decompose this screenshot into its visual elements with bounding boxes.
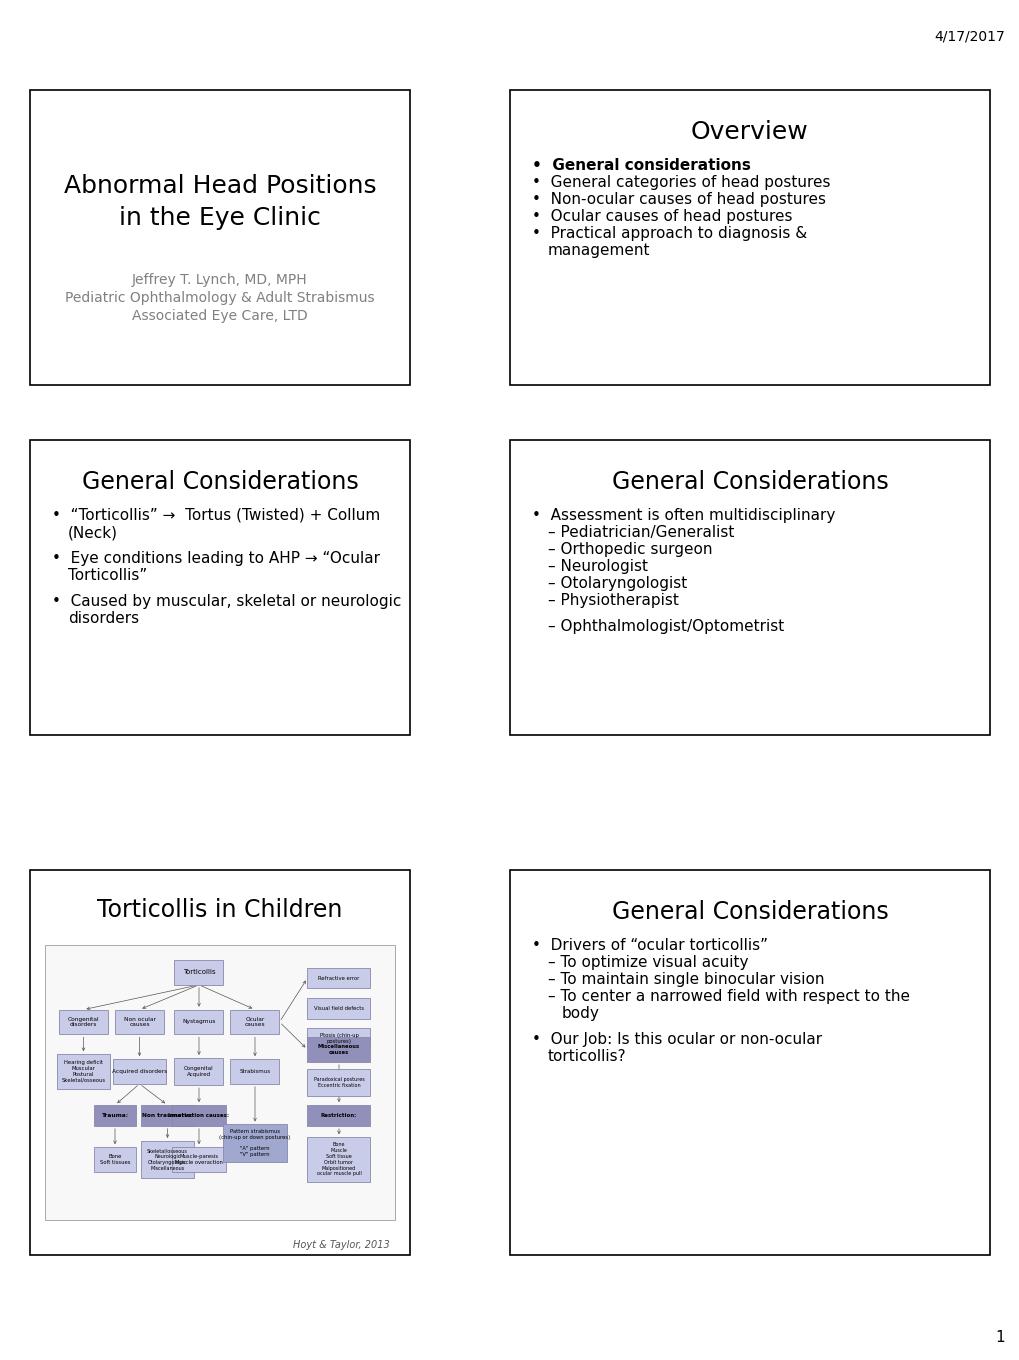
Bar [307,968,370,989]
Text: Bone
Soft tissues: Bone Soft tissues [100,1155,130,1166]
Text: – Otolaryngologist: – Otolaryngologist [547,577,687,592]
Text: (Neck): (Neck) [68,525,118,540]
Text: torticollis?: torticollis? [547,1049,626,1064]
Text: – To center a narrowed field with respect to the: – To center a narrowed field with respec… [547,989,909,1004]
Text: management: management [547,243,650,258]
Text: – Pediatrician/Generalist: – Pediatrician/Generalist [547,525,734,540]
Text: •  Assessment is often multidisciplinary: • Assessment is often multidisciplinary [532,509,835,524]
Text: •  “Torticollis” →  Tortus (Twisted) + Collum: • “Torticollis” → Tortus (Twisted) + Col… [52,509,380,524]
Text: •  Practical approach to diagnosis &: • Practical approach to diagnosis & [532,226,806,241]
Text: Paradoxical postures
Eccentric fixation: Paradoxical postures Eccentric fixation [313,1077,364,1088]
Text: •  Ocular causes of head postures: • Ocular causes of head postures [532,209,792,224]
Text: •  Our Job: Is this ocular or non-ocular: • Our Job: Is this ocular or non-ocular [532,1032,821,1047]
Text: Visual field defects: Visual field defects [314,1006,364,1010]
Text: General Considerations: General Considerations [82,471,358,494]
Text: – To optimize visual acuity: – To optimize visual acuity [547,955,748,970]
Text: Associated Eye Care, LTD: Associated Eye Care, LTD [132,309,308,322]
Bar [510,90,989,385]
Text: Torticollis in Children: Torticollis in Children [97,898,342,922]
Text: – Orthopedic surgeon: – Orthopedic surgeon [547,543,712,558]
Bar [30,441,410,734]
Text: – Physiotherapist: – Physiotherapist [547,593,679,608]
Text: •  General categories of head postures: • General categories of head postures [532,175,829,190]
Bar [94,1146,136,1172]
Text: Pediatric Ophthalmology & Adult Strabismus: Pediatric Ophthalmology & Adult Strabism… [65,291,374,305]
Text: •  General considerations: • General considerations [532,158,750,173]
Bar [230,1009,279,1035]
Text: Innervation causes:: Innervation causes: [168,1112,229,1118]
Text: 4/17/2017: 4/17/2017 [933,30,1004,44]
Text: General Considerations: General Considerations [611,471,888,494]
Bar [307,998,370,1019]
Text: •  Non-ocular causes of head postures: • Non-ocular causes of head postures [532,192,825,207]
Text: – Neurologist: – Neurologist [547,559,647,574]
Bar [307,1069,370,1096]
Text: Ptosis (chin-up
postures): Ptosis (chin-up postures) [319,1034,358,1044]
Text: Acquired disorders: Acquired disorders [112,1069,167,1074]
Text: Torticollis”: Torticollis” [68,568,147,583]
Text: Skeletal/osseous
Neurologic
Otolaryngologic
Miscellaneous: Skeletal/osseous Neurologic Otolaryngolo… [147,1148,187,1171]
Text: •  Caused by muscular, skeletal or neurologic: • Caused by muscular, skeletal or neurol… [52,594,401,609]
Text: Non ocular
causes: Non ocular causes [123,1017,155,1027]
Bar [112,1059,166,1084]
Bar [115,1009,164,1035]
Text: Congenital
disorders: Congenital disorders [67,1017,99,1027]
Bar [59,1009,108,1035]
Bar [141,1141,195,1178]
Text: General Considerations: General Considerations [611,900,888,923]
Text: Overview: Overview [691,120,808,144]
Text: – To maintain single binocular vision: – To maintain single binocular vision [547,972,823,987]
Bar [45,945,394,1220]
Bar [174,960,223,985]
Text: Trauma:: Trauma: [101,1112,128,1118]
Text: •  Drivers of “ocular torticollis”: • Drivers of “ocular torticollis” [532,938,767,953]
Bar [56,1054,110,1089]
Text: – Ophthalmologist/Optometrist: – Ophthalmologist/Optometrist [547,619,784,634]
Bar [141,1104,195,1126]
Text: Nystagmus: Nystagmus [182,1020,215,1024]
Text: Refractive error: Refractive error [318,975,360,981]
Bar [307,1038,370,1062]
Bar [94,1104,136,1126]
Text: Pattern strabismus
(chin-up or down postures)

"A" pattern
"V" pattern: Pattern strabismus (chin-up or down post… [219,1129,290,1157]
Text: Muscle-paresis
Muscle overaction: Muscle-paresis Muscle overaction [175,1155,223,1166]
Bar [30,90,410,385]
Bar [174,1009,223,1035]
Text: •  Eye conditions leading to AHP → “Ocular: • Eye conditions leading to AHP → “Ocula… [52,551,380,566]
Text: Torticollis: Torticollis [182,970,215,975]
Bar [510,441,989,734]
Text: Bone
Muscle
Soft tissue
Orbit tumor
Malpositioned
ocular muscle pull: Bone Muscle Soft tissue Orbit tumor Malp… [316,1142,361,1176]
Text: disorders: disorders [68,611,139,626]
Text: Non traumatic:: Non traumatic: [143,1112,193,1118]
Bar [30,870,410,1255]
Text: 1: 1 [995,1330,1004,1345]
Text: Hoyt & Taylor, 2013: Hoyt & Taylor, 2013 [293,1240,389,1250]
Text: Ocular
causes: Ocular causes [245,1017,265,1027]
Bar [172,1146,226,1172]
Bar [307,1028,370,1049]
Bar [307,1137,370,1182]
Text: Restriction:: Restriction: [321,1112,357,1118]
Bar [223,1125,286,1161]
Text: Jeffrey T. Lynch, MD, MPH: Jeffrey T. Lynch, MD, MPH [132,273,308,287]
Text: Congenital
Acquired: Congenital Acquired [184,1066,214,1077]
Bar [174,1058,223,1085]
Text: Hearing deficit
Muscular
Postural
Skeletal/osseous: Hearing deficit Muscular Postural Skelet… [61,1061,105,1083]
Bar [230,1059,279,1084]
Bar [510,870,989,1255]
Text: Abnormal Head Positions
in the Eye Clinic: Abnormal Head Positions in the Eye Clini… [63,174,376,230]
Bar [172,1104,226,1126]
Text: body: body [561,1006,599,1021]
Text: Miscellaneous
causes: Miscellaneous causes [318,1044,360,1055]
Text: Strabismus: Strabismus [239,1069,270,1074]
Bar [307,1104,370,1126]
